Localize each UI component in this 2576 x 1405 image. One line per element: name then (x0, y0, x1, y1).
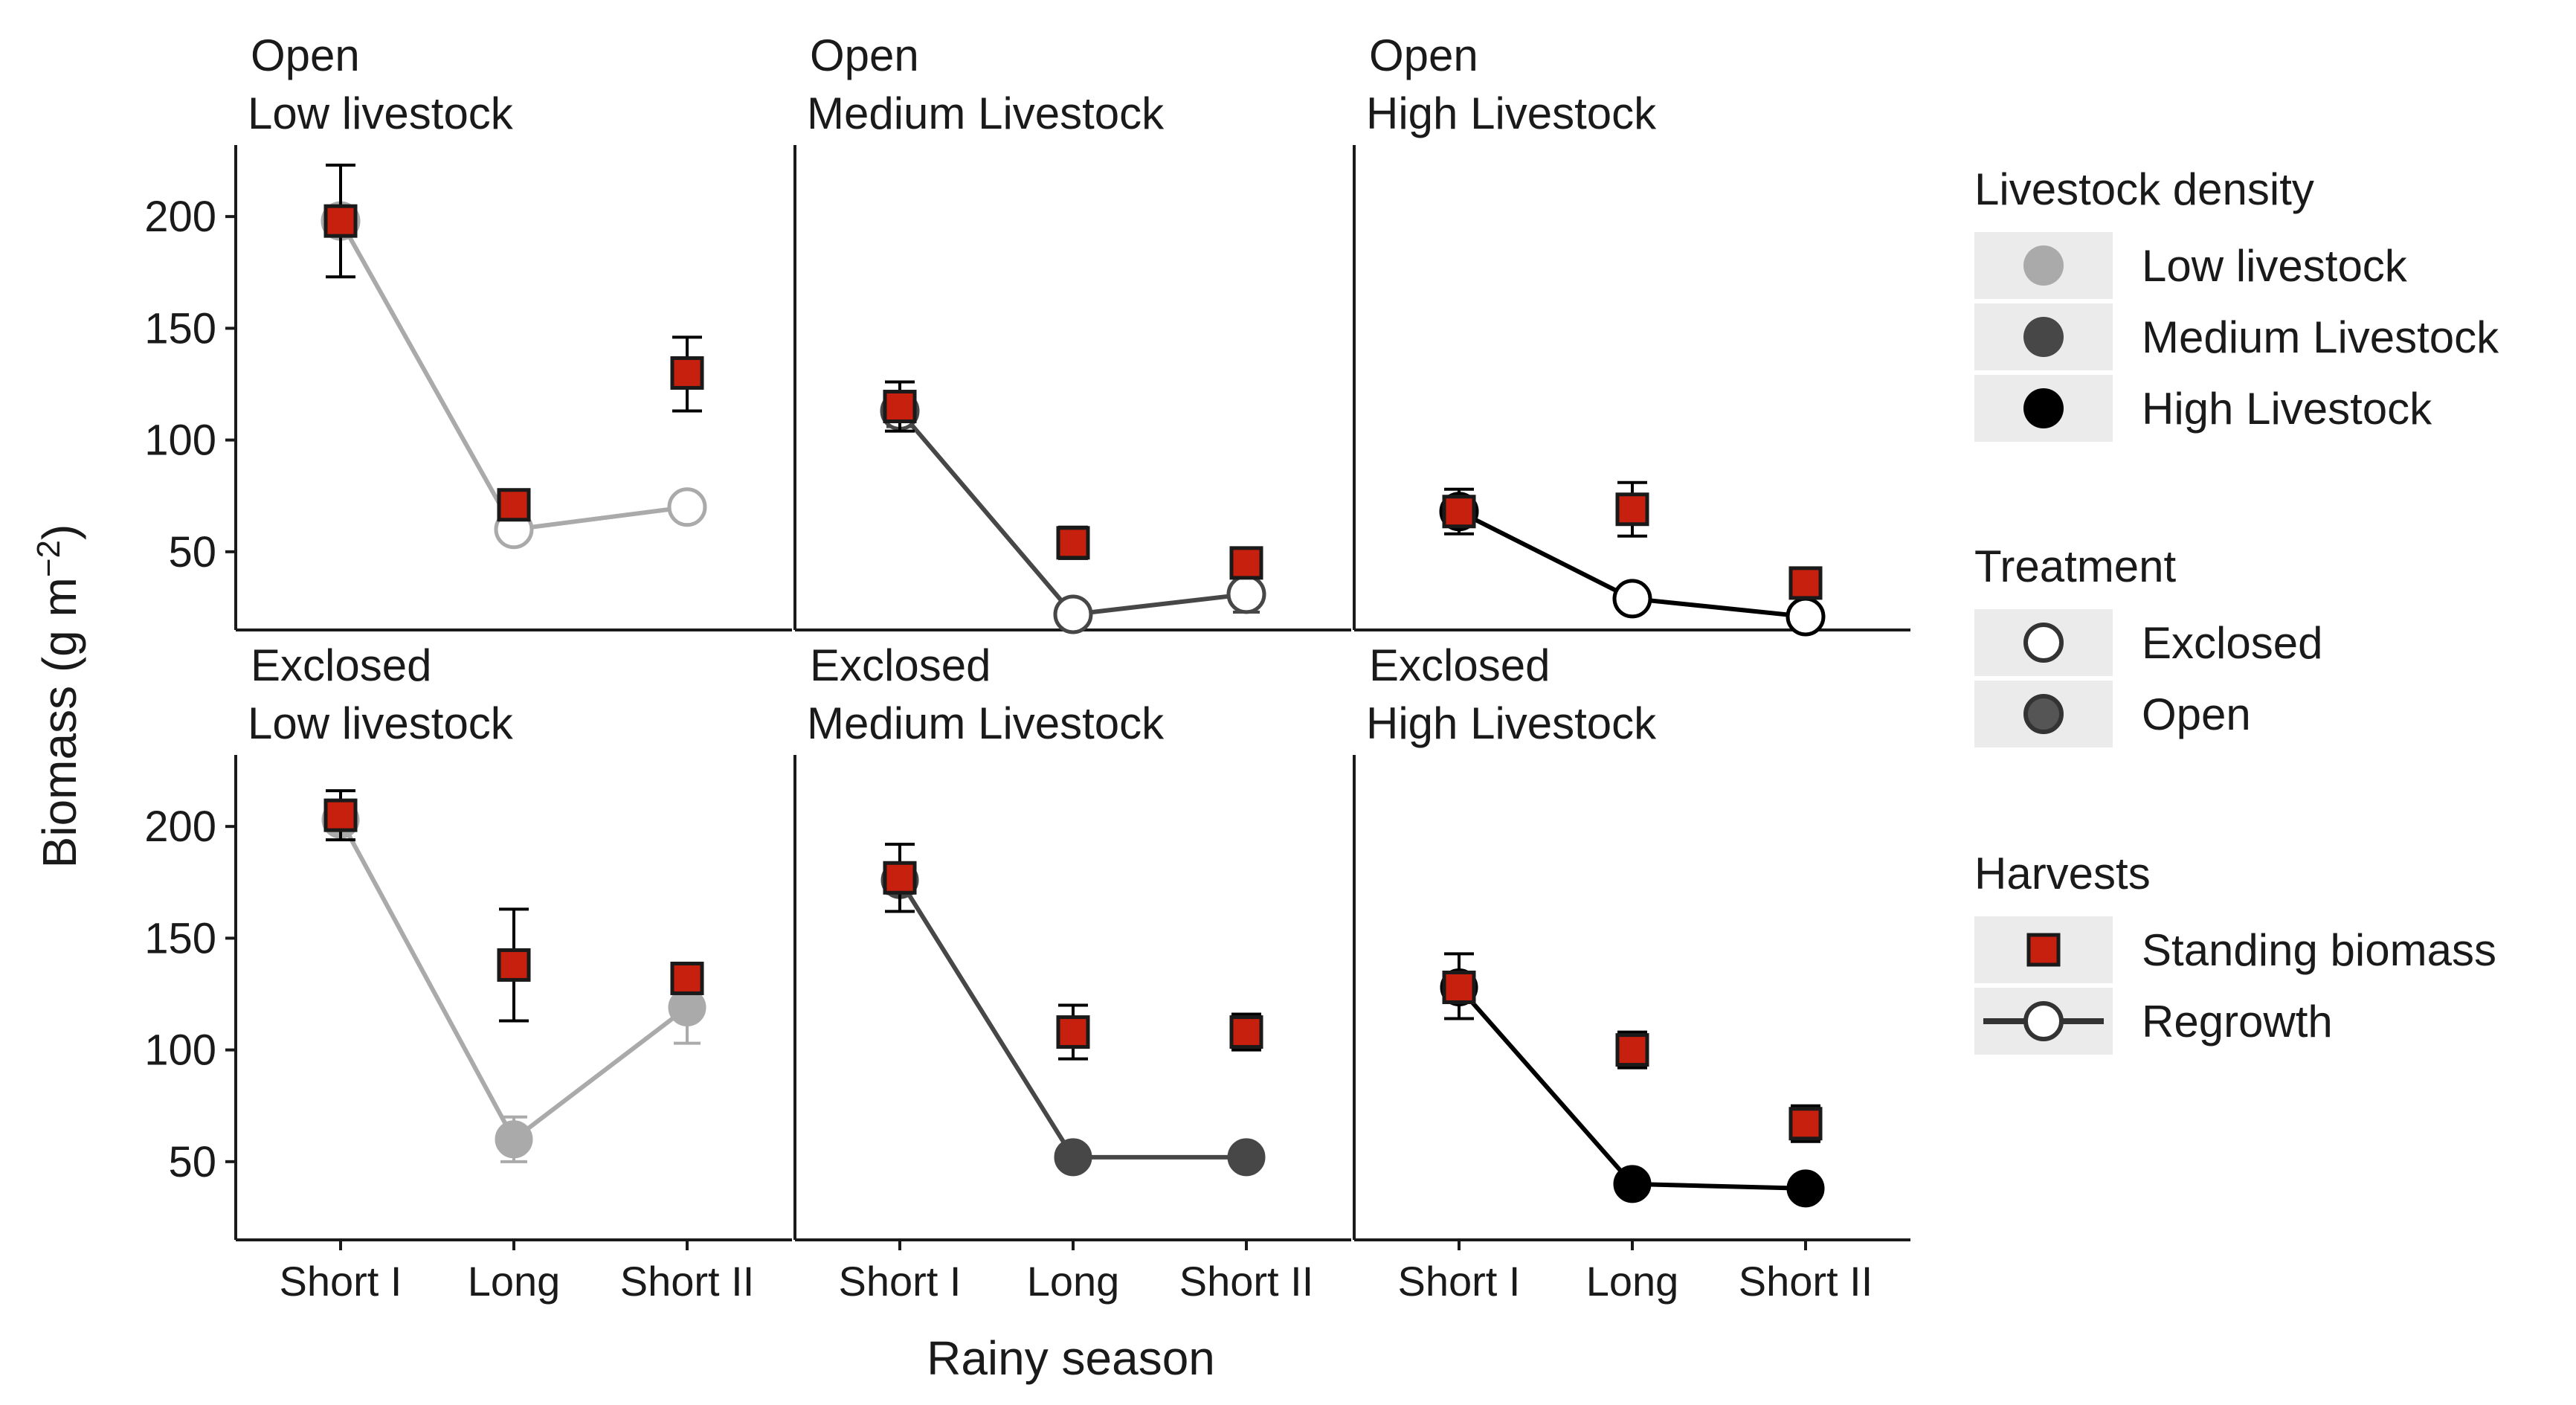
x-tick-label: Short I (839, 1258, 962, 1305)
legend-label: Regrowth (2142, 997, 2333, 1046)
panel-exclosed-low: Exclosed Low livestock 50 100 150 200 Short I L… (144, 640, 792, 1305)
standing-point (1615, 1033, 1649, 1067)
regrowth-point (1227, 1138, 1266, 1177)
x-tick-label: Short II (1739, 1258, 1873, 1305)
standing-point (1056, 1015, 1090, 1049)
panel-livestock-label: High Livestock (1366, 698, 1657, 748)
legend-label: Standing biomass (2142, 925, 2496, 975)
standing-point (883, 861, 917, 895)
panel-treatment-label: Open (251, 30, 360, 80)
x-tick-label: Short II (1179, 1258, 1314, 1305)
legend-key-regrowth-point (2023, 1001, 2064, 1041)
standing-point (1788, 1107, 1823, 1141)
y-axis-title-exponent: −2 (30, 540, 67, 577)
standing-point (1442, 495, 1476, 529)
legend-title: Livestock density (1974, 164, 2314, 214)
regrowth-point (495, 1120, 533, 1159)
standing-point (1788, 566, 1823, 600)
regrowth-point (1612, 579, 1652, 619)
panel-treatment-label: Exclosed (251, 640, 431, 690)
regrowth-point (1054, 1138, 1092, 1177)
x-tick-label: Long (1586, 1258, 1679, 1305)
legend-key-low (2023, 245, 2064, 286)
standing-point (1229, 1015, 1263, 1049)
y-tick-label: 200 (144, 193, 216, 241)
legend-key-standing (2026, 933, 2061, 967)
legend-key-high (2023, 388, 2064, 428)
standing-point (1615, 492, 1649, 527)
x-tick-label: Short II (620, 1258, 755, 1305)
regrowth-point (667, 487, 707, 527)
y-tick-label: 150 (144, 304, 216, 353)
y-axis-title-close: ) (33, 524, 86, 540)
regrowth-point (1053, 594, 1093, 634)
x-axis-title: Rainy season (927, 1331, 1215, 1385)
standing-point (323, 204, 358, 238)
regrowth-line (898, 409, 1247, 617)
standing-point (497, 948, 531, 982)
standing-point (323, 798, 358, 832)
legend-key-open (2023, 694, 2064, 734)
regrowth-point (1226, 574, 1266, 614)
panel-treatment-label: Exclosed (810, 640, 991, 690)
x-tick-label: Long (1027, 1258, 1120, 1305)
legend-label: Exclosed (2142, 618, 2322, 668)
x-tick-label: Short I (1398, 1258, 1521, 1305)
legend-key-exclosed (2023, 623, 2064, 663)
y-tick-label: 50 (168, 528, 216, 576)
y-axis-title: Biomass (g m−2) (30, 524, 86, 869)
legend-group-harvest: Harvests Standing biomass Regrowth (1974, 849, 2496, 1055)
standing-point (1229, 546, 1263, 580)
panel-livestock-label: Low livestock (248, 89, 514, 138)
regrowth-line (1457, 986, 1806, 1191)
panel-treatment-label: Open (1369, 30, 1478, 80)
standing-point (670, 356, 704, 390)
regrowth-point (1786, 1169, 1825, 1208)
legend-title: Treatment (1974, 541, 2177, 591)
y-tick-label: 100 (144, 417, 216, 465)
panel-livestock-label: High Livestock (1366, 89, 1657, 138)
panels-layer: Open Low livestock 50 100 150 200 Open Medium L… (144, 30, 1910, 1305)
x-tick-label: Long (468, 1258, 561, 1305)
panel-exclosed-medium: Exclosed Medium Livestock Short I Long Short… (793, 640, 1351, 1305)
standing-point (1442, 970, 1476, 1004)
panel-open-high: Open High Livestock (1353, 30, 1910, 637)
legend-label: Low livestock (2142, 241, 2408, 291)
legend-label: Medium Livestock (2142, 312, 2499, 362)
standing-point (1056, 526, 1090, 560)
regrowth-line (338, 219, 688, 532)
panel-livestock-label: Medium Livestock (807, 698, 1165, 748)
y-tick-label: 100 (144, 1026, 216, 1075)
y-tick-label: 200 (144, 803, 216, 851)
legend-label: Open (2142, 689, 2251, 739)
panel-exclosed-high: Exclosed High Livestock Short I Long Short I… (1353, 640, 1910, 1305)
panel-open-low: Open Low livestock 50 100 150 200 (144, 30, 792, 631)
legend-group-treatment: Treatment Exclosed Open (1974, 541, 2322, 747)
panel-treatment-label: Exclosed (1369, 640, 1550, 690)
standing-point (883, 390, 917, 424)
regrowth-point (1786, 597, 1826, 637)
standing-point (670, 961, 704, 995)
panel-livestock-label: Low livestock (248, 698, 514, 748)
legend-group-density: Livestock density Low livestock Medium Liv… (1974, 164, 2499, 442)
regrowth-point (1613, 1165, 1652, 1203)
y-tick-label: 150 (144, 914, 216, 962)
x-tick-label: Short I (280, 1258, 402, 1305)
panel-treatment-label: Open (810, 30, 919, 80)
y-axis-title-main: Biomass (g m (33, 577, 86, 868)
standing-point (497, 488, 531, 522)
legend-key-medium (2023, 317, 2064, 357)
panel-livestock-label: Medium Livestock (807, 89, 1165, 138)
legend: Livestock density Low livestock Medium Liv… (1974, 164, 2499, 1055)
y-tick-label: 50 (168, 1138, 216, 1186)
legend-title: Harvests (1974, 849, 2151, 898)
panel-open-medium: Open Medium Livestock (793, 30, 1351, 634)
legend-label: High Livestock (2142, 384, 2432, 434)
